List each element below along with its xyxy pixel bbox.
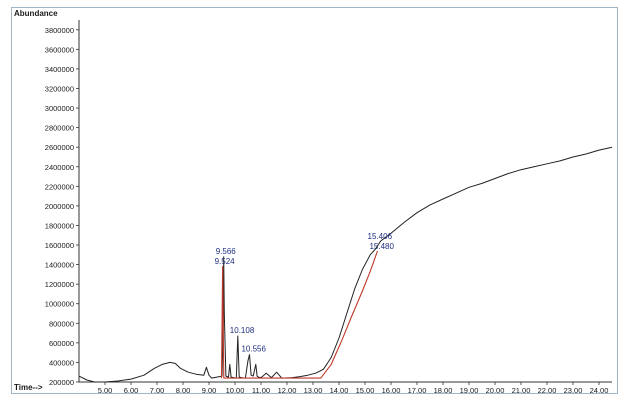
peak-label: 15.480 bbox=[369, 242, 394, 251]
y-axis-label: Abundance bbox=[14, 9, 58, 18]
x-tick-label: 8.00 bbox=[176, 386, 191, 393]
y-tick-label: 2000000 bbox=[45, 202, 74, 211]
peak-label: 9.566 bbox=[216, 247, 237, 256]
y-tick-label: 600000 bbox=[49, 339, 74, 348]
chromatogram-frame: 200000 400000 600000 800000 1000000 1200000 14… bbox=[11, 7, 618, 394]
peak-label: 10.556 bbox=[241, 345, 266, 354]
x-tick-label: 13.00 bbox=[304, 386, 323, 393]
y-tick-label: 3600000 bbox=[45, 45, 74, 54]
x-tick-label: 9.00 bbox=[202, 386, 217, 393]
x-tick-label: 20.00 bbox=[486, 386, 505, 393]
x-tick-label: 18.00 bbox=[434, 386, 453, 393]
series-line-2 bbox=[220, 250, 379, 379]
x-tick-label: 7.00 bbox=[150, 386, 165, 393]
x-tick-label: 6.00 bbox=[124, 386, 139, 393]
y-tick-label: 800000 bbox=[49, 319, 74, 328]
y-tick-label: 2600000 bbox=[45, 143, 74, 152]
y-tick-label: 1400000 bbox=[45, 261, 74, 270]
y-tick-label: 2800000 bbox=[45, 124, 74, 133]
y-tick-label: 2400000 bbox=[45, 163, 74, 172]
x-tick-label: 19.00 bbox=[460, 386, 479, 393]
x-tick-label: 15.00 bbox=[356, 386, 375, 393]
y-tick-label: 200000 bbox=[49, 378, 74, 387]
x-tick-label: 5.00 bbox=[98, 386, 113, 393]
x-tick-label: 24.00 bbox=[590, 386, 609, 393]
y-tick-label: 3800000 bbox=[45, 26, 74, 35]
x-tick-label: 10.00 bbox=[226, 386, 245, 393]
x-tick-label: 16.00 bbox=[382, 386, 401, 393]
peak-label: 15.406 bbox=[368, 232, 393, 241]
x-tick-label: 22.00 bbox=[538, 386, 557, 393]
y-tick-label: 3200000 bbox=[45, 84, 74, 93]
x-tick-label: 21.00 bbox=[512, 386, 531, 393]
y-tick-label: 1800000 bbox=[45, 221, 74, 230]
y-tick-label: 1600000 bbox=[45, 241, 74, 250]
y-tick-label: 1200000 bbox=[45, 280, 74, 289]
y-tick-label: 3400000 bbox=[45, 65, 74, 74]
x-tick-label: 14.00 bbox=[330, 386, 349, 393]
series-line-1 bbox=[78, 146, 613, 383]
x-tick-label: 12.00 bbox=[278, 386, 297, 393]
y-tick-label: 2200000 bbox=[45, 182, 74, 191]
chromatogram-chart: 200000 400000 600000 800000 1000000 1200000 14… bbox=[14, 9, 613, 393]
peak-label: 9.524 bbox=[215, 257, 236, 266]
x-tick-label: 11.00 bbox=[252, 386, 270, 393]
x-tick-label: 17.00 bbox=[408, 386, 427, 393]
y-tick-label: 3000000 bbox=[45, 104, 74, 113]
peak-label: 10.108 bbox=[230, 326, 255, 335]
y-tick-label: 400000 bbox=[49, 358, 74, 367]
y-tick-label: 1000000 bbox=[45, 300, 74, 309]
x-axis-label: Time--> bbox=[14, 383, 43, 392]
x-tick-label: 23.00 bbox=[564, 386, 583, 393]
